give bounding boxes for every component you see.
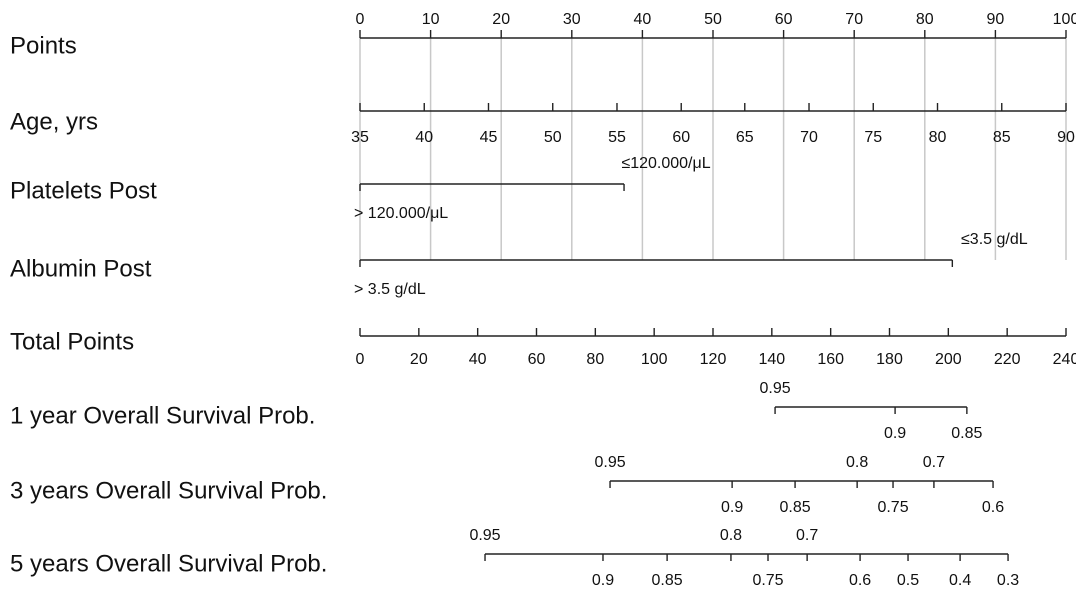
row-label: 5 years Overall Survival Prob. [10, 550, 327, 577]
tick-label: 0.9 [721, 499, 743, 516]
tick-label: 70 [800, 129, 818, 146]
tick-label: 160 [817, 351, 844, 368]
tick-label: 0.5 [897, 572, 919, 589]
row-label: Albumin Post [10, 255, 152, 282]
tick-label: 0 [356, 11, 365, 28]
tick-label: 85 [993, 129, 1011, 146]
tick-label: 80 [929, 129, 947, 146]
tick-label: 0.75 [752, 572, 783, 589]
tick-label: 50 [544, 129, 562, 146]
tick-label: 0.8 [846, 454, 868, 471]
tick-label: > 120.000/μL [354, 205, 448, 222]
row-label: 1 year Overall Survival Prob. [10, 402, 315, 429]
tick-label: 180 [876, 351, 903, 368]
tick-label: 0.95 [469, 527, 500, 544]
tick-label: 30 [563, 11, 581, 28]
tick-label: 0.4 [949, 572, 971, 589]
tick-label: 0.6 [982, 499, 1004, 516]
tick-label: ≤120.000/μL [621, 155, 710, 172]
tick-label: 0.7 [923, 454, 945, 471]
tick-label: 20 [410, 351, 428, 368]
tick-label: 60 [672, 129, 690, 146]
tick-label: 10 [422, 11, 440, 28]
tick-label: 75 [864, 129, 882, 146]
tick-label: > 3.5 g/dL [354, 281, 426, 298]
tick-label: 0.7 [796, 527, 818, 544]
tick-label: 45 [480, 129, 498, 146]
row-label: Age, yrs [10, 108, 98, 135]
tick-label: 20 [492, 11, 510, 28]
tick-label: 0.85 [780, 499, 811, 516]
tick-label: 240 [1053, 351, 1076, 368]
row-label: Total Points [10, 328, 134, 355]
tick-label: 0.9 [884, 425, 906, 442]
tick-label: 40 [415, 129, 433, 146]
tick-label: 0.85 [951, 425, 982, 442]
tick-label: 50 [704, 11, 722, 28]
tick-label: 220 [994, 351, 1021, 368]
row-label: Platelets Post [10, 177, 157, 204]
tick-label: 0.75 [877, 499, 908, 516]
tick-label: 80 [916, 11, 934, 28]
tick-label: 55 [608, 129, 626, 146]
tick-label: 0.95 [594, 454, 625, 471]
tick-label: 0.8 [720, 527, 742, 544]
tick-label: 65 [736, 129, 754, 146]
tick-label: ≤3.5 g/dL [961, 231, 1028, 248]
tick-label: 80 [586, 351, 604, 368]
tick-label: 0.95 [759, 380, 790, 397]
tick-label: 0.3 [997, 572, 1019, 589]
tick-label: 0.85 [652, 572, 683, 589]
tick-label: 70 [845, 11, 863, 28]
tick-label: 40 [469, 351, 487, 368]
row-label: 3 years Overall Survival Prob. [10, 477, 327, 504]
tick-label: 120 [700, 351, 727, 368]
tick-label: 100 [1053, 11, 1076, 28]
tick-label: 0.6 [849, 572, 871, 589]
tick-label: 90 [987, 11, 1005, 28]
tick-label: 90 [1057, 129, 1075, 146]
tick-label: 40 [634, 11, 652, 28]
tick-label: 0 [356, 351, 365, 368]
tick-label: 60 [775, 11, 793, 28]
tick-label: 35 [351, 129, 369, 146]
tick-label: 200 [935, 351, 962, 368]
tick-label: 140 [758, 351, 785, 368]
tick-label: 0.9 [592, 572, 614, 589]
row-label: Points [10, 32, 77, 59]
tick-label: 100 [641, 351, 668, 368]
tick-label: 60 [528, 351, 546, 368]
